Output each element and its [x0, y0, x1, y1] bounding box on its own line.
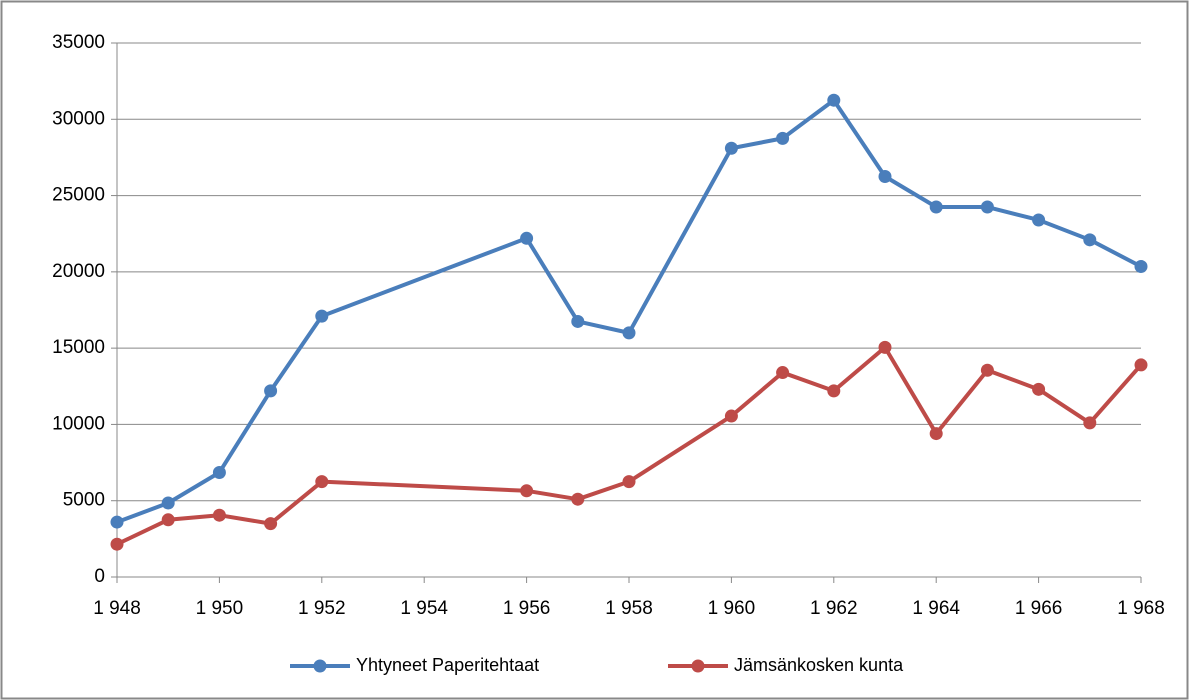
data-point [1032, 382, 1046, 396]
data-point [929, 200, 943, 214]
data-point [161, 496, 175, 510]
data-point [878, 170, 892, 183]
data-point [571, 314, 585, 328]
data-point [264, 384, 278, 398]
data-point [878, 340, 892, 354]
data-point [980, 200, 994, 214]
x-tick-label: 1 954 [400, 598, 448, 619]
data-point [315, 309, 329, 323]
data-point [315, 475, 329, 489]
x-tick-label: 1 968 [1117, 598, 1165, 619]
data-point [827, 384, 841, 398]
x-tick-label: 1 948 [93, 598, 141, 619]
data-point [622, 326, 636, 340]
x-tick-label: 1 962 [810, 598, 858, 619]
y-tick-label: 20000 [52, 261, 105, 282]
data-point [161, 513, 175, 527]
y-tick-label: 15000 [52, 337, 105, 358]
data-point [776, 366, 790, 380]
legend-label: Jämsänkosken kunta [734, 655, 904, 675]
x-tick-label: 1 964 [912, 598, 960, 619]
data-point [1032, 213, 1046, 227]
data-point [776, 131, 790, 145]
data-point [110, 537, 124, 551]
legend-label: Yhtyneet Paperitehtaat [356, 655, 539, 675]
data-point [1083, 233, 1097, 247]
x-tick-label: 1 950 [196, 598, 244, 619]
data-point [1134, 260, 1148, 274]
data-point [1083, 416, 1097, 430]
y-tick-label: 35000 [52, 32, 105, 53]
data-point [980, 363, 994, 377]
x-tick-label: 1 952 [298, 598, 346, 619]
legend-marker [313, 659, 327, 673]
legend-marker [691, 659, 705, 673]
x-tick-label: 1 960 [708, 598, 756, 619]
y-tick-label: 0 [94, 566, 105, 587]
y-tick-label: 5000 [63, 490, 105, 511]
data-point [264, 517, 278, 531]
y-tick-label: 25000 [52, 185, 105, 206]
data-point [212, 465, 226, 479]
x-tick-label: 1 958 [605, 598, 653, 619]
data-point [1134, 358, 1148, 372]
data-point [571, 492, 585, 506]
y-tick-label: 30000 [52, 108, 105, 129]
data-point [929, 427, 943, 441]
data-point [724, 141, 738, 155]
data-point [520, 484, 534, 498]
data-point [110, 515, 124, 529]
y-tick-label: 10000 [52, 413, 105, 434]
data-point [622, 475, 636, 489]
data-point [827, 93, 841, 107]
data-point [724, 409, 738, 423]
data-point [520, 231, 534, 245]
data-point [212, 508, 226, 522]
x-tick-label: 1 956 [503, 598, 551, 619]
x-tick-label: 1 966 [1015, 598, 1063, 619]
